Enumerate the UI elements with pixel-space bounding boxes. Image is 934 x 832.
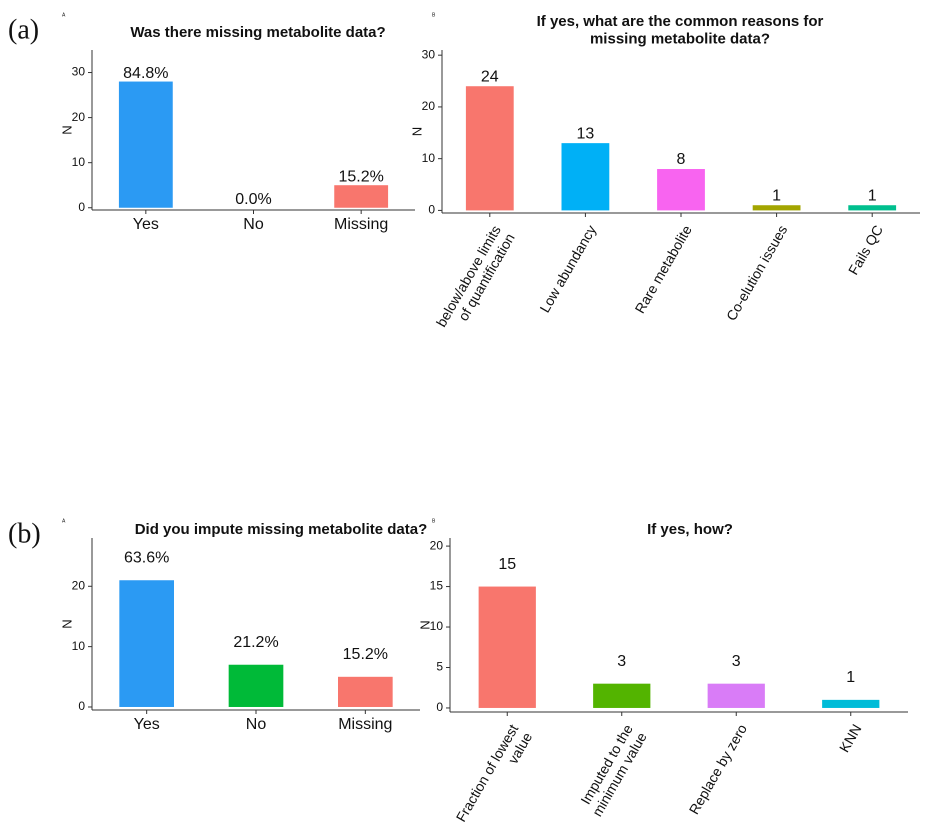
x-tick-label: Imputed to theminimum value — [575, 721, 650, 819]
bar-label: 15.2% — [343, 646, 388, 663]
y-tick-label: 20 — [430, 538, 444, 552]
bar — [334, 185, 389, 208]
bar — [822, 699, 880, 708]
bar-label: 0.0% — [235, 191, 271, 208]
y-tick-label: 0 — [78, 200, 85, 214]
y-tick-label: 15 — [430, 579, 444, 593]
y-tick-label: 5 — [436, 660, 443, 674]
x-tick-label: Missing — [338, 716, 392, 733]
panel-label: (b) — [8, 518, 41, 549]
y-tick-label: 20 — [422, 99, 436, 113]
bar-label: 13 — [577, 125, 595, 142]
bar — [561, 143, 610, 211]
bar-label: 63.6% — [124, 549, 169, 566]
panel-tag: B — [432, 518, 436, 524]
panel-tag: A — [62, 518, 66, 524]
bar-label: 1 — [846, 669, 855, 686]
chart-title: Was there missing metabolite data? — [130, 24, 385, 41]
y-tick-label: 30 — [72, 65, 86, 79]
bar-label: 15 — [498, 556, 516, 573]
y-tick-label: 20 — [72, 578, 86, 592]
bar-label: 15.2% — [338, 168, 383, 185]
bar-label: 1 — [772, 187, 781, 204]
bar — [119, 580, 174, 707]
chart-title: If yes, how? — [647, 521, 733, 538]
bar — [707, 683, 765, 708]
y-tick-label: 10 — [430, 619, 444, 633]
y-tick-label: 10 — [72, 639, 86, 653]
y-tick-label: 0 — [428, 203, 435, 217]
x-tick-label: Rare metabolite — [632, 222, 695, 316]
y-tick-label: 0 — [436, 700, 443, 714]
x-tick-label: Co-elution issues — [723, 222, 791, 323]
x-tick-label: below/above limitsof quantification — [433, 222, 518, 337]
x-tick-label: Yes — [133, 216, 159, 233]
panel-tag: A — [62, 12, 66, 18]
y-axis-label: N — [59, 619, 74, 628]
x-tick-label: No — [243, 216, 264, 233]
bar-label: 24 — [481, 68, 499, 85]
panel-label: (a) — [8, 14, 39, 45]
y-tick-label: 10 — [422, 151, 436, 165]
bar-label: 3 — [732, 653, 741, 670]
bar — [752, 205, 801, 211]
x-tick-label: Missing — [334, 216, 388, 233]
bar — [593, 683, 651, 708]
y-tick-label: 10 — [72, 155, 86, 169]
bar — [118, 81, 173, 208]
y-axis-label: N — [59, 125, 74, 134]
x-tick-label: Fraction of lowestvalue — [452, 721, 535, 832]
y-axis-label: N — [417, 620, 432, 629]
x-tick-label: Yes — [134, 716, 160, 733]
bar — [478, 586, 536, 708]
bar — [848, 205, 897, 211]
x-tick-label: Replace by zero — [686, 721, 751, 817]
bar — [657, 169, 705, 211]
bar-label: 84.8% — [123, 65, 168, 82]
bar — [338, 676, 393, 707]
bar — [465, 86, 514, 211]
bar-label: 21.2% — [233, 634, 278, 651]
x-tick-label: Low abundancy — [536, 222, 599, 315]
y-tick-label: 0 — [78, 699, 85, 713]
y-tick-label: 30 — [422, 47, 436, 61]
bar-label: 1 — [868, 187, 877, 204]
y-tick-label: 20 — [72, 110, 86, 124]
panel-tag: B — [432, 12, 436, 18]
bar — [228, 664, 284, 707]
bar-label: 3 — [617, 653, 626, 670]
x-tick-label: KNN — [836, 721, 865, 755]
bar-label: 8 — [677, 151, 686, 168]
y-axis-label: N — [409, 127, 424, 136]
chart-title: Did you impute missing metabolite data? — [135, 521, 428, 538]
x-tick-label: No — [246, 716, 267, 733]
x-tick-label: Fails QC — [845, 222, 886, 277]
chart-title: If yes, what are the common reasons for m… — [537, 13, 824, 47]
